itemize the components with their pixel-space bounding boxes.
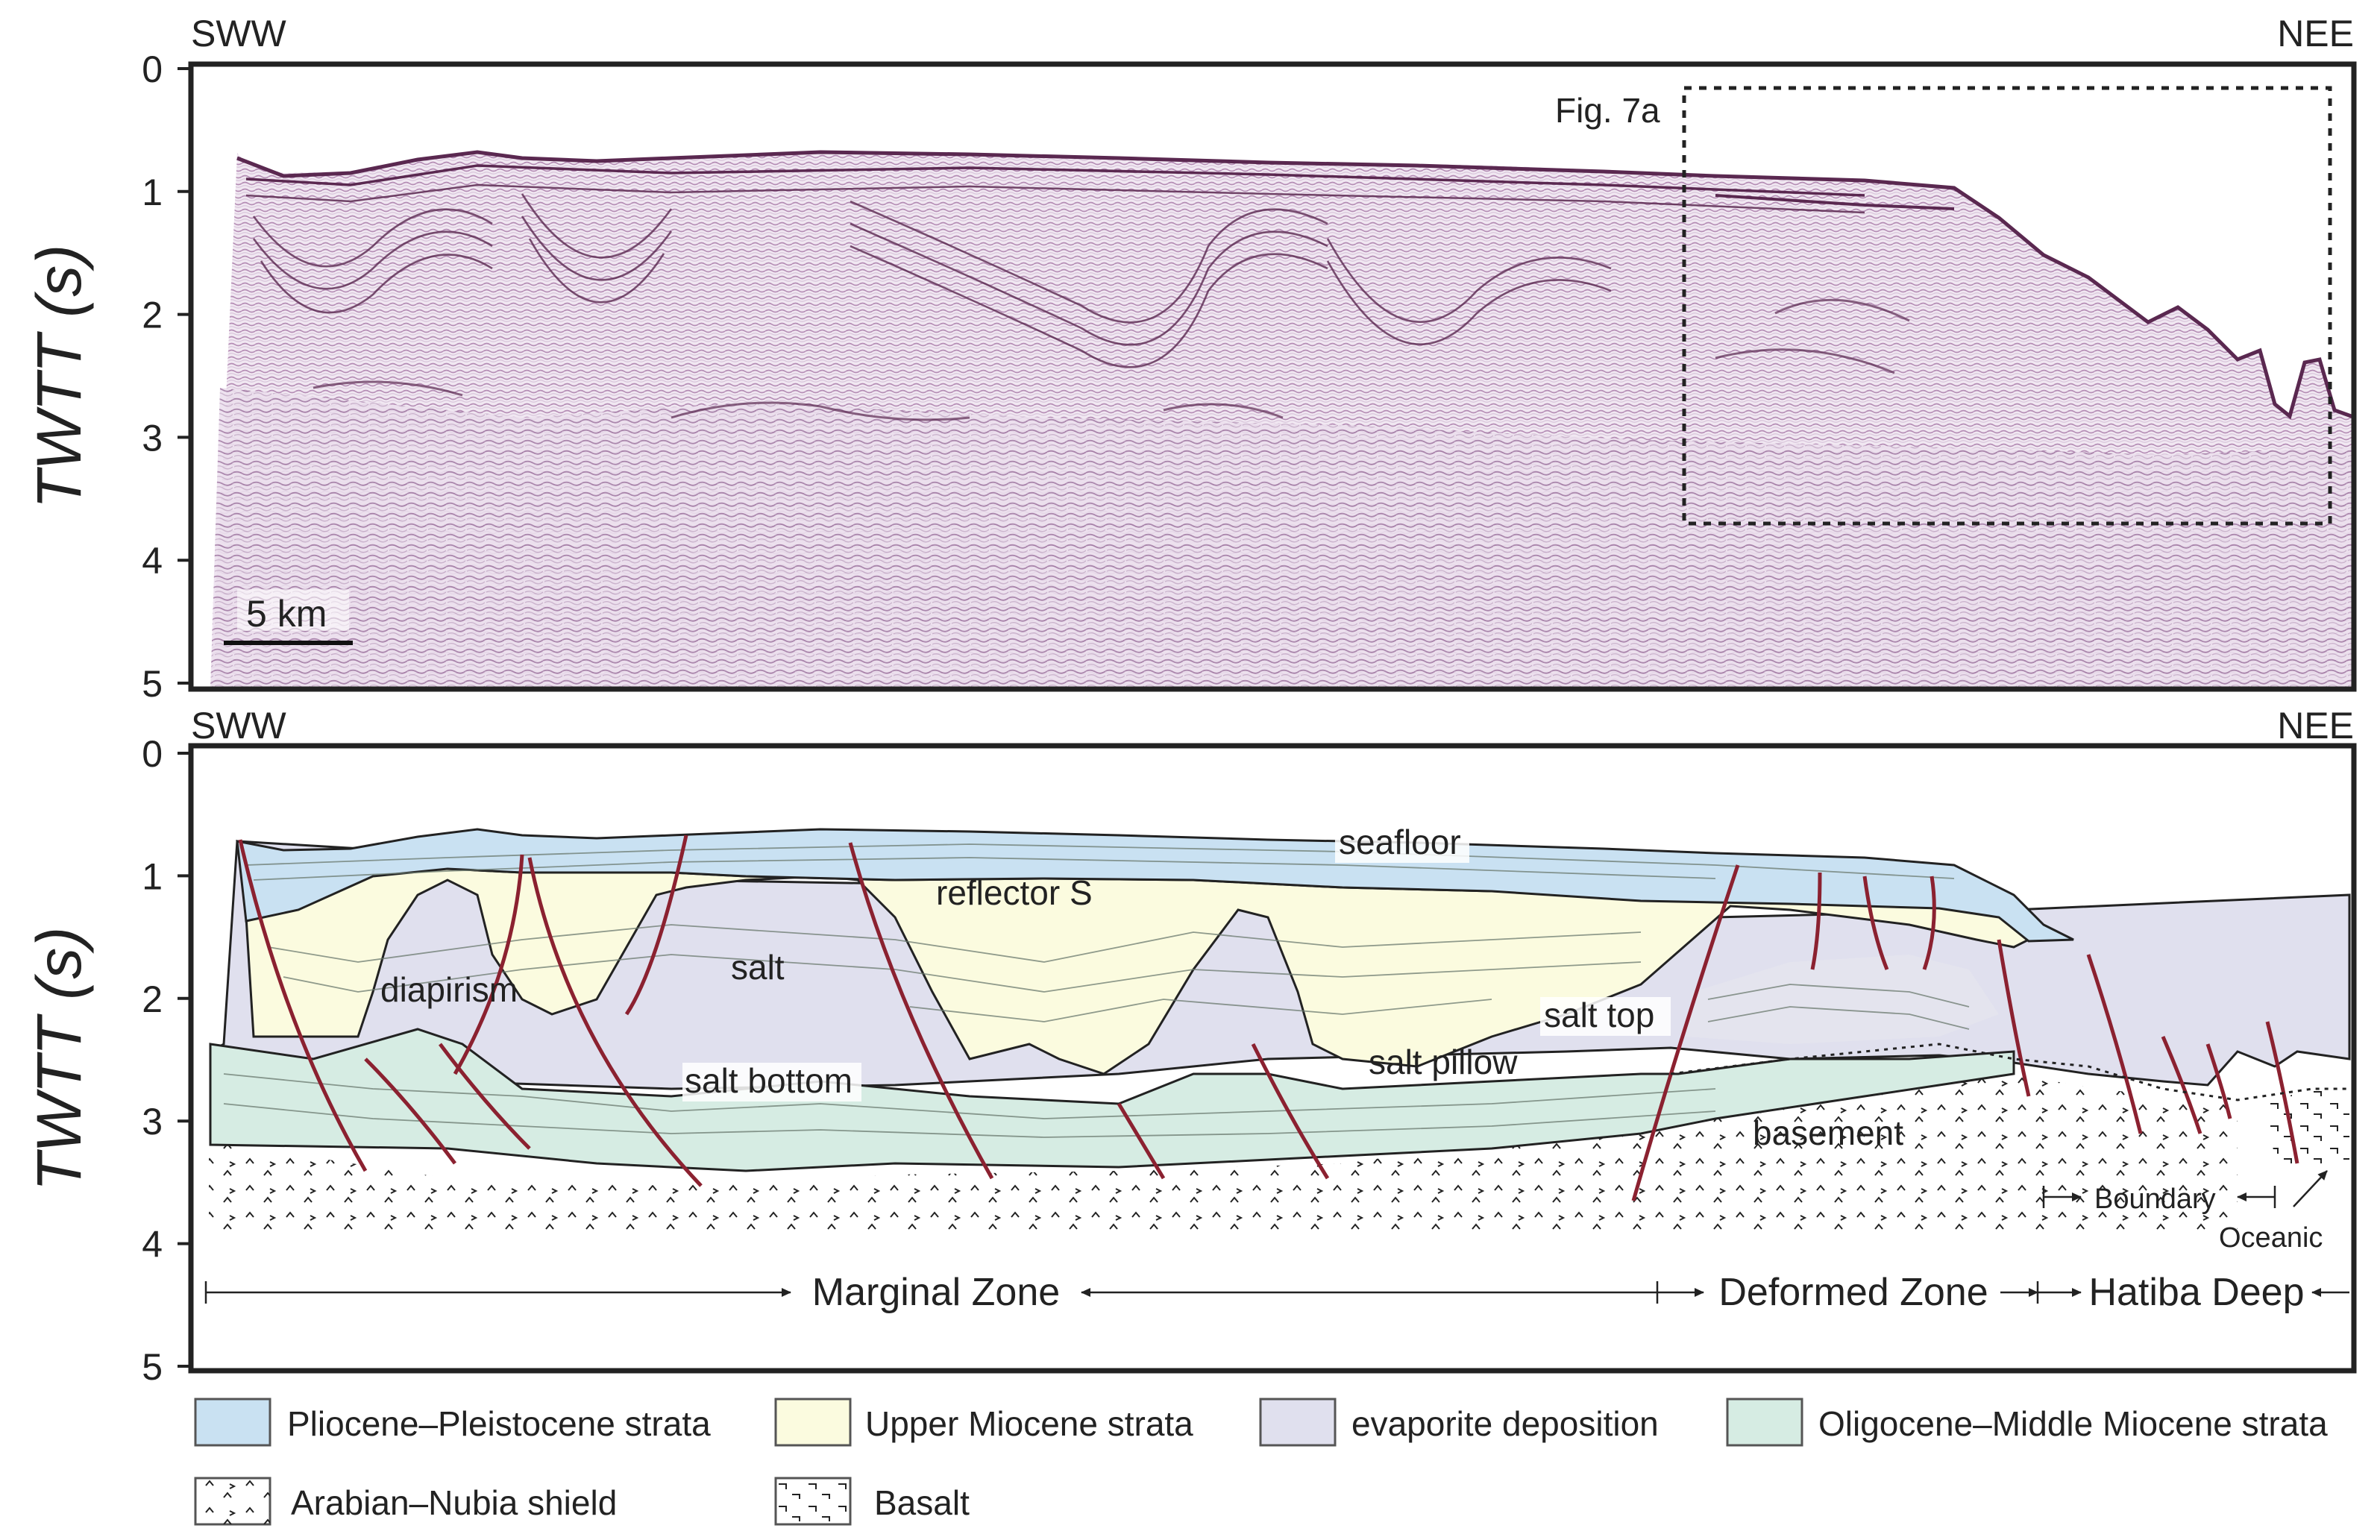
oligocene-region (209, 1028, 2015, 1172)
bottom-y-axis-label: TWTT (s) (24, 927, 94, 1192)
legend-item-oligocene: Oligocene–Middle Miocene strata (1726, 1398, 2328, 1447)
bottom-panel-frame (188, 743, 2357, 1374)
legend-label: Pliocene–Pleistocene strata (287, 1404, 711, 1443)
label-seafloor: seafloor (1339, 823, 1461, 861)
top-dir-left: SWW (191, 13, 287, 54)
seismic-deep-noise (210, 388, 2354, 689)
label-salt-bottom: salt bottom (685, 1061, 853, 1100)
y-axis-tick-label: 0 (142, 48, 163, 90)
y-axis-tick-label: 3 (142, 1101, 163, 1143)
top-dir-right: NEE (2277, 13, 2354, 54)
legend-swatch (774, 1398, 852, 1447)
label-basement: basement (1753, 1113, 1903, 1152)
deformed-zone-fill (1686, 955, 1999, 1044)
seismic-panel: 5 km Fig. 7a SWW NEE 0 1 2 3 4 5 TWTT (s) (24, 13, 2357, 705)
top-y-axis: 0 1 2 3 4 5 (142, 48, 191, 705)
y-axis-tick-label: 2 (142, 295, 163, 336)
legend-label: Arabian–Nubia shield (291, 1483, 617, 1522)
legend-item-upper-miocene: Upper Miocene strata (774, 1398, 1193, 1447)
label-salt-top: salt top (1544, 996, 1654, 1034)
legend-swatch (1259, 1398, 1337, 1447)
bottom-y-axis: 0 1 2 3 4 5 (142, 733, 191, 1388)
zone-hatiba-deep: Hatiba Deep (2088, 1271, 2304, 1314)
inset-label: Fig. 7a (1555, 91, 1660, 130)
label-diapirism: diapirism (380, 970, 518, 1009)
legend-item-pliocene: Pliocene–Pleistocene strata (194, 1398, 711, 1447)
legend: Pliocene–Pleistocene strata Upper Miocen… (194, 1398, 2328, 1526)
label-salt-pillow: salt pillow (1369, 1043, 1518, 1081)
legend-swatch (1726, 1398, 1803, 1447)
legend-label: Upper Miocene strata (865, 1404, 1193, 1443)
legend-label: Basalt (874, 1483, 970, 1522)
y-axis-tick-label: 1 (142, 172, 163, 213)
legend-label: Oligocene–Middle Miocene strata (1818, 1404, 2328, 1443)
top-panel-frame (188, 61, 2357, 692)
legend-label: evaporite deposition (1351, 1404, 1659, 1443)
basalt-pattern-icon (776, 1478, 850, 1524)
y-axis-tick-label: 5 (142, 663, 163, 705)
bottom-dir-left: SWW (191, 705, 287, 747)
y-axis-tick-label: 3 (142, 417, 163, 459)
inset-box-fig7a[interactable] (1682, 86, 2332, 526)
label-reflector-s: reflector S (936, 873, 1093, 912)
label-boundary: Boundary (2094, 1184, 2216, 1215)
shield-region (209, 1074, 2238, 1238)
seismic-reflectors (236, 150, 2354, 421)
legend-swatch (194, 1398, 271, 1447)
y-axis-tick-label: 4 (142, 1224, 163, 1266)
shield-pattern-icon (195, 1478, 270, 1524)
basalt-region (2267, 1089, 2349, 1163)
basement-top-dotted (1670, 1043, 2349, 1101)
bottom-dir-right: NEE (2277, 705, 2354, 747)
fault-lines (238, 835, 2299, 1201)
pliocene-region (236, 828, 2074, 943)
legend-item-shield: Arabian–Nubia shield (194, 1477, 617, 1526)
label-oceanic: Oceanic (2219, 1222, 2323, 1254)
y-axis-tick-label: 0 (142, 733, 163, 775)
zone-marginal: Marginal Zone (812, 1271, 1060, 1314)
y-axis-tick-label: 4 (142, 540, 163, 582)
label-salt: salt (731, 948, 785, 987)
y-axis-tick-label: 2 (142, 978, 163, 1020)
y-axis-tick-label: 5 (142, 1346, 163, 1388)
zone-deformed: Deformed Zone (1718, 1271, 1988, 1314)
top-y-axis-label: TWTT (s) (24, 245, 94, 509)
legend-item-basalt: Basalt (774, 1477, 970, 1526)
scale-bar-label: 5 km (246, 593, 327, 635)
interpretation-panel: seafloor reflector S diapirism salt salt… (24, 705, 2357, 1388)
legend-item-evaporite: evaporite deposition (1259, 1398, 1659, 1447)
y-axis-tick-label: 1 (142, 855, 163, 897)
